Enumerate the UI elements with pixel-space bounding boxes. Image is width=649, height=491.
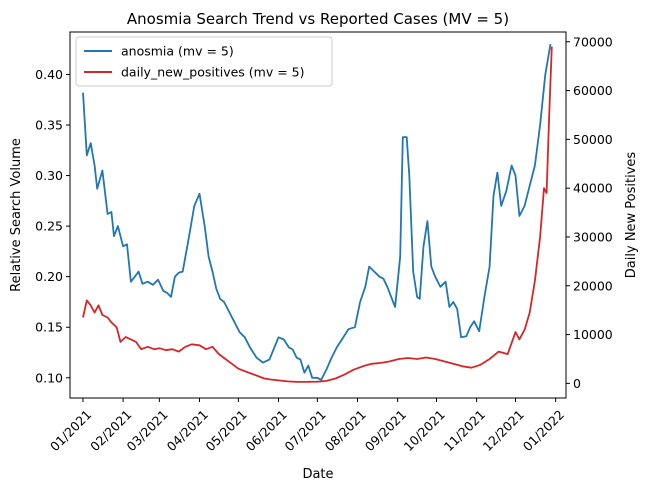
y-left-tick-label: 0.25 bbox=[35, 219, 63, 234]
y-axis-right: 0 10000 20000 30000 40000 50000 60000 70000 bbox=[566, 34, 613, 391]
y-right-tick-label: 20000 bbox=[573, 278, 613, 293]
y-right-tick-label: 60000 bbox=[573, 83, 613, 98]
y-right-tick-label: 70000 bbox=[573, 34, 613, 49]
chart-title: Anosmia Search Trend vs Reported Cases (… bbox=[127, 10, 509, 28]
y-axis-left: 0.10 0.15 0.20 0.25 0.30 0.35 0.40 bbox=[35, 67, 70, 385]
series-line-daily-new-positives bbox=[82, 46, 553, 383]
series-line-anosmia bbox=[82, 43, 552, 381]
y-axis-right-label: Daily New Positives bbox=[624, 152, 639, 279]
y-left-tick-label: 0.40 bbox=[35, 67, 63, 82]
legend-label-anosmia: anosmia (mv = 5) bbox=[121, 44, 234, 59]
y-right-tick-label: 30000 bbox=[573, 229, 613, 244]
plot-frame bbox=[69, 31, 567, 399]
y-left-tick-label: 0.30 bbox=[35, 168, 63, 183]
y-left-tick-label: 0.20 bbox=[35, 269, 63, 284]
y-axis-left-label: Relative Search Volume bbox=[9, 138, 24, 292]
lines-layer bbox=[82, 43, 553, 383]
y-left-tick-label: 0.35 bbox=[35, 118, 63, 133]
y-left-tick-label: 0.15 bbox=[35, 320, 63, 335]
legend: anosmia (mv = 5) daily_new_positives (mv… bbox=[75, 36, 333, 87]
y-right-tick-label: 40000 bbox=[573, 181, 613, 196]
y-right-tick-label: 50000 bbox=[573, 132, 613, 147]
legend-box bbox=[75, 36, 333, 87]
y-right-tick-label: 0 bbox=[573, 376, 581, 391]
y-left-tick-label: 0.10 bbox=[35, 370, 63, 385]
y-right-tick-label: 10000 bbox=[573, 327, 613, 342]
x-axis-label: Date bbox=[302, 467, 333, 482]
legend-label-positives: daily_new_positives (mv = 5) bbox=[121, 65, 305, 80]
